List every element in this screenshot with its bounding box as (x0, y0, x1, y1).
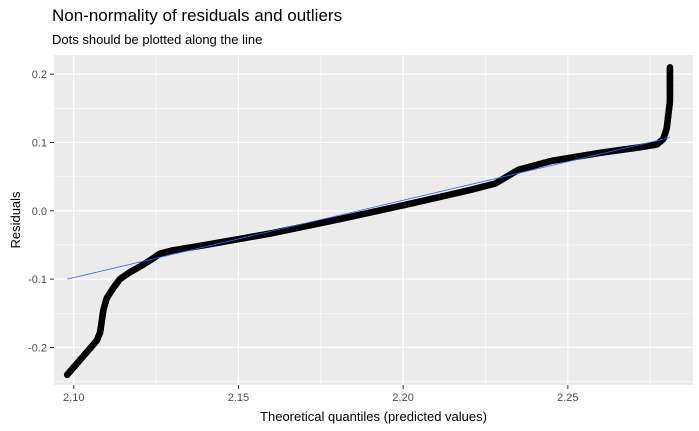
chart-subtitle: Dots should be plotted along the line (52, 32, 263, 47)
y-tick-label: 0.1 (32, 137, 47, 149)
x-tick-label: 2.10 (63, 392, 84, 404)
y-tick-label: -0.2 (28, 342, 47, 354)
grid-minor (54, 55, 693, 385)
y-tick-label: 0.0 (32, 206, 47, 218)
x-tick-label: 2.25 (557, 392, 578, 404)
y-axis-label: Residuals (8, 191, 23, 249)
chart-title: Non-normality of residuals and outliers (52, 6, 343, 25)
x-tick-label: 2.15 (228, 392, 249, 404)
plot-panel (54, 55, 693, 385)
x-tick-label: 2.20 (392, 392, 413, 404)
x-axis-label: Theoretical quantiles (predicted values) (260, 409, 487, 424)
residual-points (63, 63, 674, 379)
reference-line (67, 137, 671, 280)
x-axis-ticks: 2.10 2.15 2.20 2.25 (63, 385, 579, 404)
data-point (666, 63, 674, 71)
y-tick-label: -0.1 (28, 274, 47, 286)
y-axis-ticks: -0.2 -0.1 0.0 0.1 0.2 (28, 69, 54, 354)
grid-major (54, 55, 693, 385)
y-tick-label: 0.2 (32, 69, 47, 81)
